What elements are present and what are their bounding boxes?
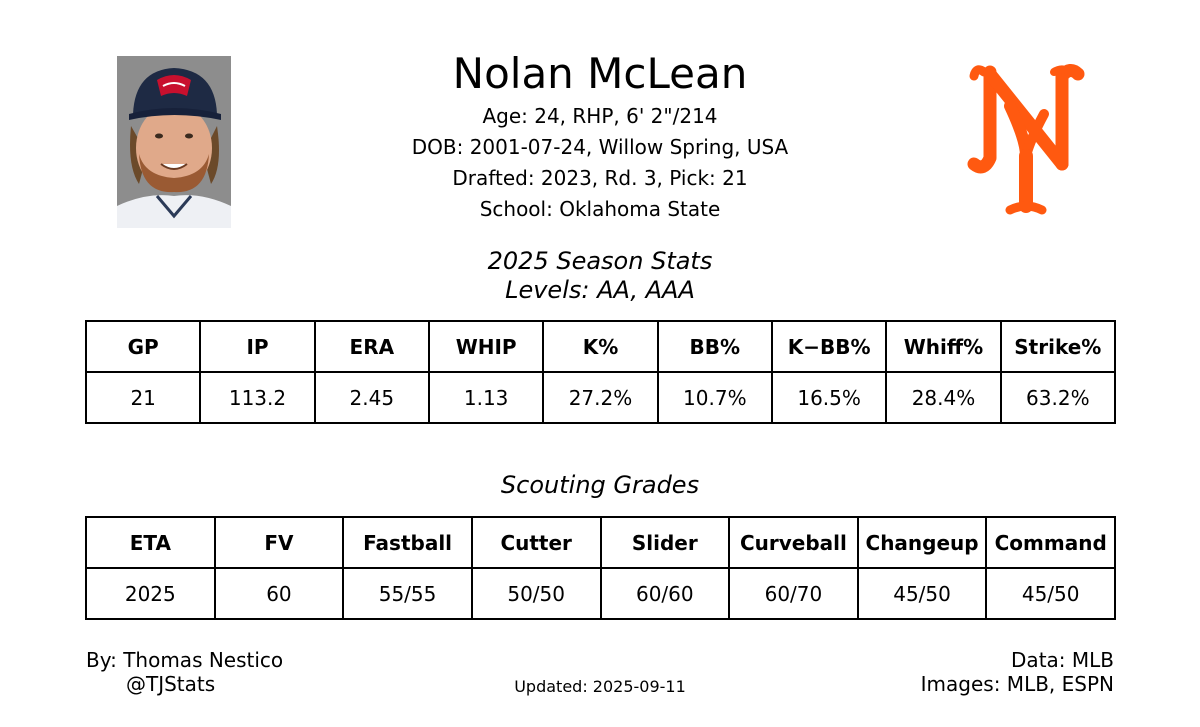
grade-header-eta: ETA [85, 516, 216, 569]
scouting-grades-title: Scouting Grades [500, 471, 700, 499]
stat-header-ip: IP [199, 320, 316, 373]
grade-header-cutter: Cutter [470, 516, 602, 569]
ny-logo-icon [967, 64, 1085, 215]
grade-value-fastball: 55/55 [342, 567, 473, 620]
stat-header-bb-pct: BB% [656, 320, 773, 373]
grade-header-changeup: Changeup [856, 516, 988, 569]
grade-value-cutter: 50/50 [470, 567, 602, 620]
bio-school-line: School: Oklahoma State [479, 197, 721, 221]
stat-value-bb-pct: 10.7% [656, 371, 773, 424]
grade-value-changeup: 45/50 [856, 567, 988, 620]
player-headshot [117, 56, 231, 228]
grade-value-slider: 60/60 [599, 567, 731, 620]
stat-value-whiff-pct: 28.4% [885, 371, 1002, 424]
grade-header-fv: FV [213, 516, 345, 569]
stat-value-ip: 113.2 [199, 371, 316, 424]
bio-dob-line: DOB: 2001-07-24, Willow Spring, USA [411, 135, 789, 159]
stat-header-era: ERA [313, 320, 430, 373]
grade-value-command: 45/50 [985, 567, 1116, 620]
season-stats-title: 2025 Season Stats [487, 247, 713, 275]
grade-value-fv: 60 [213, 567, 345, 620]
footer-handle: @TJStats [126, 672, 216, 696]
scouting-grades-table: ETA FV Fastball Cutter Slider Curveball … [85, 516, 1116, 620]
footer-data-source: Data: MLB [1011, 648, 1114, 672]
stat-value-strike-pct: 63.2% [999, 371, 1117, 424]
stat-value-era: 2.45 [313, 371, 430, 424]
grade-value-eta: 2025 [85, 567, 216, 620]
scouting-value-row: 2025 60 55/55 50/50 60/60 60/70 45/50 45… [85, 567, 1116, 620]
scouting-header-row: ETA FV Fastball Cutter Slider Curveball … [85, 516, 1116, 569]
stat-header-whip: WHIP [427, 320, 545, 373]
grade-header-curveball: Curveball [728, 516, 859, 569]
stat-value-gp: 21 [84, 371, 202, 424]
stat-value-whip: 1.13 [427, 371, 545, 424]
player-photo-illustration [117, 56, 231, 228]
bio-draft-line: Drafted: 2023, Rd. 3, Pick: 21 [452, 166, 748, 190]
stat-header-strike-pct: Strike% [999, 320, 1117, 373]
season-stats-levels: Levels: AA, AAA [505, 276, 695, 304]
grade-value-curveball: 60/70 [728, 567, 859, 620]
grade-header-fastball: Fastball [342, 516, 473, 569]
bio-age-line: Age: 24, RHP, 6' 2"/214 [482, 104, 718, 128]
stat-header-whiff-pct: Whiff% [885, 320, 1002, 373]
team-logo [966, 60, 1086, 222]
footer-images-source: Images: MLB, ESPN [920, 672, 1114, 696]
stat-value-k-minus-bb-pct: 16.5% [770, 371, 888, 424]
grade-header-slider: Slider [599, 516, 731, 569]
season-stats-value-row: 21 113.2 2.45 1.13 27.2% 10.7% 16.5% 28.… [84, 371, 1117, 424]
footer-updated: Updated: 2025-09-11 [514, 677, 686, 696]
stat-header-gp: GP [84, 320, 202, 373]
grade-header-command: Command [985, 516, 1116, 569]
stat-header-k-pct: K% [542, 320, 659, 373]
season-stats-header-row: GP IP ERA WHIP K% BB% K−BB% Whiff% Strik… [84, 320, 1117, 373]
stat-header-k-minus-bb-pct: K−BB% [770, 320, 888, 373]
footer-author: By: Thomas Nestico [86, 648, 284, 672]
season-stats-table: GP IP ERA WHIP K% BB% K−BB% Whiff% Strik… [84, 320, 1117, 424]
player-name: Nolan McLean [452, 49, 748, 98]
stat-value-k-pct: 27.2% [542, 371, 659, 424]
